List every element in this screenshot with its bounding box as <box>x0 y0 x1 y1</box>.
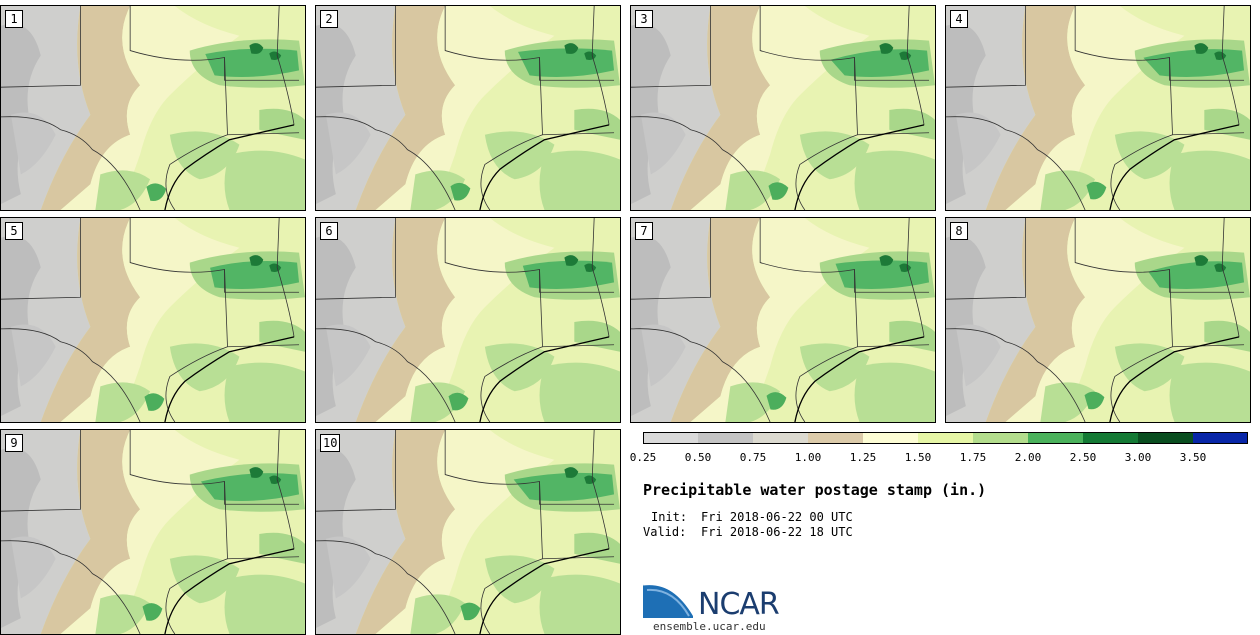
member-label: 8 <box>950 222 968 240</box>
member-stamp-8: 8 <box>945 217 1251 423</box>
member-stamp-1: 1 <box>0 5 306 211</box>
colorbar-tick-label: 1.75 <box>959 451 987 464</box>
member-stamp-3: 3 <box>630 5 936 211</box>
member-label: 7 <box>635 222 653 240</box>
colorbar-tick-label: 2.50 <box>1069 451 1097 464</box>
member-stamp-9: 9 <box>0 429 306 635</box>
colorbar-swatch <box>1083 432 1138 444</box>
member-stamp-4: 4 <box>945 5 1251 211</box>
colorbar-tick-label: 3.00 <box>1124 451 1152 464</box>
colorbar-tick-label: 0.25 <box>629 451 657 464</box>
ncar-url: ensemble.ucar.edu <box>653 620 766 633</box>
init-value: Fri 2018-06-22 00 UTC <box>701 510 853 524</box>
colorbar-swatch <box>1193 432 1248 444</box>
member-stamp-10: 10 <box>315 429 621 635</box>
member-label: 3 <box>635 10 653 28</box>
colorbar-swatch <box>808 432 863 444</box>
colorbar-swatch <box>1138 432 1193 444</box>
colorbar-swatch <box>1028 432 1083 444</box>
colorbar-swatch <box>918 432 973 444</box>
colorbar-swatch <box>753 432 808 444</box>
colorbar-swatch <box>698 432 753 444</box>
colorbar-legend: 0.25 0.50 0.75 1.00 1.25 1.50 1.75 2.00 2.50 3.00… <box>630 432 1249 472</box>
colorbar-tick-label: 1.50 <box>904 451 932 464</box>
colorbar-swatch <box>863 432 918 444</box>
member-label: 6 <box>320 222 338 240</box>
member-label: 4 <box>950 10 968 28</box>
colorbar-tick-label: 3.50 <box>1179 451 1207 464</box>
init-label: Init: <box>651 510 688 524</box>
ncar-wordmark: NCAR <box>698 587 780 622</box>
colorbar-swatch <box>973 432 1028 444</box>
colorbar-swatch <box>643 432 698 444</box>
page-title: Precipitable water postage stamp (in.) <box>643 481 987 499</box>
member-label: 9 <box>5 434 23 452</box>
colorbar-tick-label: 0.50 <box>684 451 712 464</box>
valid-label: Valid: <box>643 525 687 539</box>
colorbar-tick-label: 1.25 <box>849 451 877 464</box>
member-label: 5 <box>5 222 23 240</box>
member-label: 10 <box>320 434 341 452</box>
member-stamp-6: 6 <box>315 217 621 423</box>
member-label: 2 <box>320 10 338 28</box>
member-stamp-2: 2 <box>315 5 621 211</box>
ncar-logo-icon <box>643 582 697 618</box>
member-stamp-7: 7 <box>630 217 936 423</box>
member-stamp-5: 5 <box>0 217 306 423</box>
valid-value: Fri 2018-06-22 18 UTC <box>701 525 853 539</box>
colorbar-tick-label: 0.75 <box>739 451 767 464</box>
colorbar-tick-label: 1.00 <box>794 451 822 464</box>
colorbar-tick-label: 2.00 <box>1014 451 1042 464</box>
member-label: 1 <box>5 10 23 28</box>
